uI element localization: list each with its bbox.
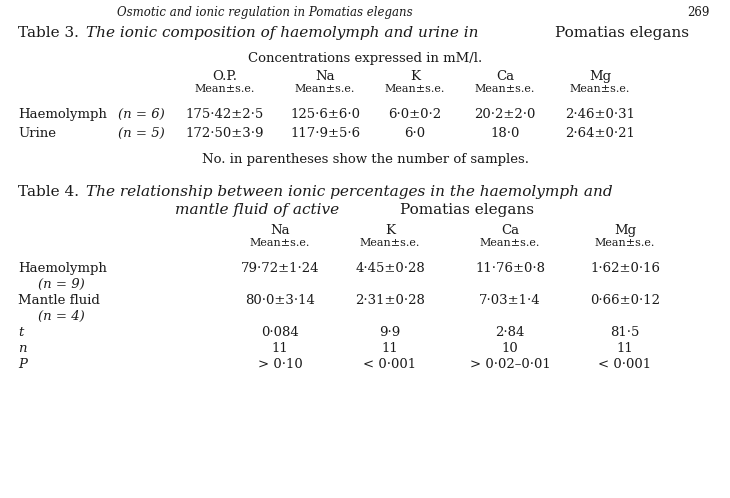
Text: t: t	[18, 326, 23, 339]
Text: (n = 9): (n = 9)	[38, 278, 85, 291]
Text: No. in parentheses show the number of samples.: No. in parentheses show the number of sa…	[201, 153, 529, 166]
Text: 0·084: 0·084	[261, 326, 299, 339]
Text: 6·0±0·2: 6·0±0·2	[388, 108, 442, 121]
Text: Mean±s.e.: Mean±s.e.	[474, 84, 535, 94]
Text: 172·50±3·9: 172·50±3·9	[185, 127, 264, 140]
Text: > 0·02–0·01: > 0·02–0·01	[469, 358, 550, 371]
Text: 11: 11	[617, 342, 634, 355]
Text: Mean±s.e.: Mean±s.e.	[195, 84, 256, 94]
Text: 7·03±1·4: 7·03±1·4	[479, 294, 541, 307]
Text: P: P	[18, 358, 27, 371]
Text: > 0·10: > 0·10	[258, 358, 302, 371]
Text: 125·6±6·0: 125·6±6·0	[290, 108, 360, 121]
Text: O.P.: O.P.	[212, 70, 237, 83]
Text: (n = 5): (n = 5)	[118, 127, 165, 140]
Text: Concentrations expressed in mM/l.: Concentrations expressed in mM/l.	[248, 52, 482, 65]
Text: Ca: Ca	[496, 70, 514, 83]
Text: The ionic composition of haemolymph and urine in: The ionic composition of haemolymph and …	[86, 26, 478, 40]
Text: K: K	[410, 70, 420, 83]
Text: Osmotic and ionic regulation in Pomatias elegans: Osmotic and ionic regulation in Pomatias…	[118, 6, 412, 19]
Text: 18·0: 18·0	[491, 127, 520, 140]
Text: 11: 11	[382, 342, 399, 355]
Text: 2·46±0·31: 2·46±0·31	[565, 108, 635, 121]
Text: 1·62±0·16: 1·62±0·16	[590, 262, 660, 275]
Text: Mean±s.e.: Mean±s.e.	[595, 238, 656, 248]
Text: 4·45±0·28: 4·45±0·28	[355, 262, 425, 275]
Text: 2·64±0·21: 2·64±0·21	[565, 127, 635, 140]
Text: 6·0: 6·0	[404, 127, 426, 140]
Text: Haemolymph: Haemolymph	[18, 262, 107, 275]
Text: Na: Na	[270, 224, 290, 237]
Text: 79·72±1·24: 79·72±1·24	[241, 262, 319, 275]
Text: Mean±s.e.: Mean±s.e.	[360, 238, 420, 248]
Text: Pomatias elegans: Pomatias elegans	[555, 26, 689, 40]
Text: (n = 6): (n = 6)	[118, 108, 165, 121]
Text: Mean±s.e.: Mean±s.e.	[385, 84, 445, 94]
Text: < 0·001: < 0·001	[364, 358, 417, 371]
Text: 80·0±3·14: 80·0±3·14	[245, 294, 315, 307]
Text: Mean±s.e.: Mean±s.e.	[570, 84, 630, 94]
Text: mantle fluid of active: mantle fluid of active	[175, 203, 339, 217]
Text: 269: 269	[688, 6, 710, 19]
Text: 11·76±0·8: 11·76±0·8	[475, 262, 545, 275]
Text: 117·9±5·6: 117·9±5·6	[290, 127, 360, 140]
Text: 10: 10	[502, 342, 518, 355]
Text: n: n	[18, 342, 26, 355]
Text: 0·66±0·12: 0·66±0·12	[590, 294, 660, 307]
Text: 2·31±0·28: 2·31±0·28	[355, 294, 425, 307]
Text: < 0·001: < 0·001	[599, 358, 652, 371]
Text: 175·42±2·5: 175·42±2·5	[186, 108, 264, 121]
Text: Mg: Mg	[614, 224, 636, 237]
Text: Mg: Mg	[589, 70, 611, 83]
Text: K: K	[385, 224, 395, 237]
Text: Na: Na	[315, 70, 335, 83]
Text: The relationship between ionic percentages in the haemolymph and: The relationship between ionic percentag…	[86, 185, 612, 199]
Text: 2·84: 2·84	[496, 326, 525, 339]
Text: Mantle fluid: Mantle fluid	[18, 294, 100, 307]
Text: Table 4.: Table 4.	[18, 185, 79, 199]
Text: Mean±s.e.: Mean±s.e.	[295, 84, 356, 94]
Text: 9·9: 9·9	[380, 326, 401, 339]
Text: Table 3.: Table 3.	[18, 26, 79, 40]
Text: Haemolymph: Haemolymph	[18, 108, 107, 121]
Text: Ca: Ca	[501, 224, 519, 237]
Text: Mean±s.e.: Mean±s.e.	[480, 238, 540, 248]
Text: Urine: Urine	[18, 127, 56, 140]
Text: 11: 11	[272, 342, 288, 355]
Text: 20·2±2·0: 20·2±2·0	[474, 108, 536, 121]
Text: (n = 4): (n = 4)	[38, 310, 85, 323]
Text: Pomatias elegans: Pomatias elegans	[400, 203, 534, 217]
Text: Mean±s.e.: Mean±s.e.	[250, 238, 310, 248]
Text: 81·5: 81·5	[610, 326, 639, 339]
